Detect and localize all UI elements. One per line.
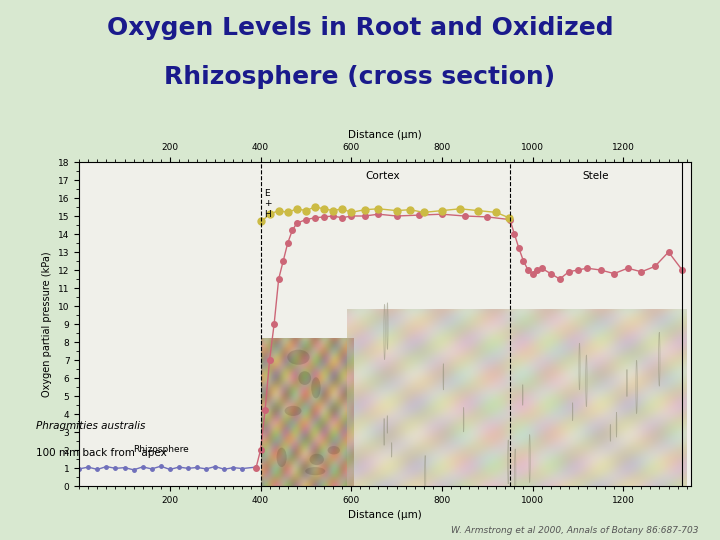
Text: Phragmities australis: Phragmities australis — [36, 421, 145, 431]
Text: Cortex: Cortex — [366, 171, 400, 181]
X-axis label: Distance (μm): Distance (μm) — [348, 130, 422, 140]
Ellipse shape — [305, 467, 325, 475]
Text: Stele: Stele — [582, 171, 609, 181]
Ellipse shape — [311, 377, 320, 399]
Text: Rhizosphere (cross section): Rhizosphere (cross section) — [164, 65, 556, 89]
Ellipse shape — [298, 371, 311, 385]
Text: E
+
H: E + H — [264, 189, 271, 219]
Y-axis label: Oxygen partial pressure (kPa): Oxygen partial pressure (kPa) — [42, 251, 53, 397]
Text: W. Armstrong et al 2000, Annals of Botany 86:687-703: W. Armstrong et al 2000, Annals of Botan… — [451, 525, 698, 535]
Ellipse shape — [276, 448, 287, 467]
Text: 100 mm back from  apex: 100 mm back from apex — [36, 448, 167, 458]
X-axis label: Distance (μm): Distance (μm) — [348, 510, 422, 520]
Ellipse shape — [310, 454, 324, 465]
Ellipse shape — [284, 406, 302, 416]
Text: Rhizosphere: Rhizosphere — [133, 444, 189, 454]
Ellipse shape — [328, 446, 340, 455]
Ellipse shape — [287, 350, 310, 364]
Text: Oxygen Levels in Root and Oxidized: Oxygen Levels in Root and Oxidized — [107, 16, 613, 40]
